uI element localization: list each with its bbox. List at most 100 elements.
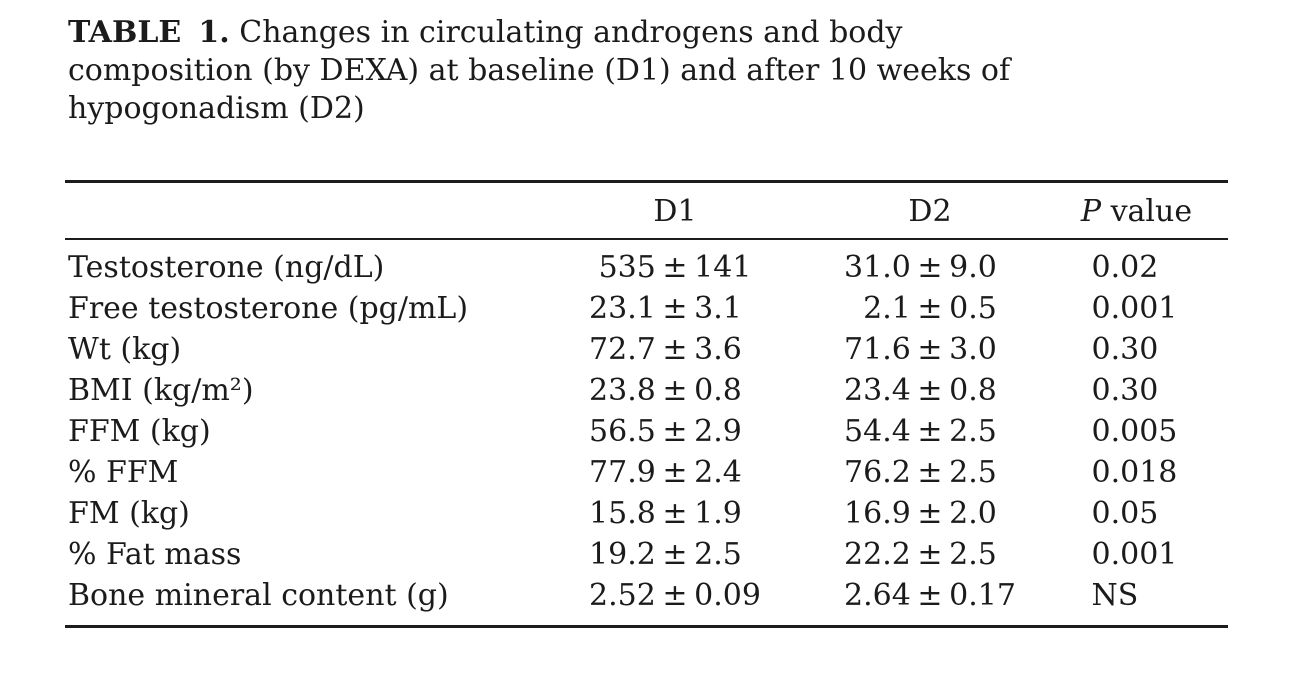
plus-minus-symbol: ± — [662, 291, 688, 326]
d1-mean: 72.7 — [589, 332, 656, 367]
d2-cell: 2.1 ±0.5 — [815, 288, 1045, 329]
p-value-word: value — [1101, 194, 1193, 229]
d1-mean: 15.8 — [589, 496, 656, 531]
d2-sd: 2.5 — [949, 414, 997, 449]
d2-mean: 71.6 — [844, 332, 911, 367]
d1-sd: 0.09 — [694, 578, 761, 613]
header-variable — [65, 181, 535, 240]
d1-sd: 2.4 — [694, 455, 742, 490]
header-row: D1 D2 P value — [65, 181, 1228, 240]
d1-cell: 77.9 ±2.4 — [535, 452, 815, 493]
d1-mean: 23.1 — [589, 291, 656, 326]
caption-line-1: TABLE 1. Changes in circulating androgens… — [68, 14, 1243, 52]
d1-cell: 72.7 ±3.6 — [535, 329, 815, 370]
p-value-cell: 0.05 — [1045, 493, 1228, 534]
plus-minus-symbol: ± — [662, 332, 688, 367]
plus-minus-symbol: ± — [917, 414, 943, 449]
p-value: 0.30 — [1091, 373, 1159, 408]
d1-cell: 23.8 ±0.8 — [535, 370, 815, 411]
table-row: % FFM 77.9 ±2.4 76.2 ±2.5 0.018 — [65, 452, 1228, 493]
table-row: % Fat mass 19.2 ±2.5 22.2 ±2.5 0.001 — [65, 534, 1228, 575]
table-row: BMI (kg/m²) 23.8 ±0.8 23.4 ±0.8 0.30 — [65, 370, 1228, 411]
p-value-cell: 0.005 — [1045, 411, 1228, 452]
d1-mean: 2.52 — [589, 578, 656, 613]
table-body: Testosterone (ng/dL) 535 ±141 31.0 ±9.0 0.… — [65, 239, 1228, 627]
d2-sd: 2.5 — [949, 455, 997, 490]
d1-sd: 3.6 — [694, 332, 742, 367]
plus-minus-symbol: ± — [917, 373, 943, 408]
table-row: Testosterone (ng/dL) 535 ±141 31.0 ±9.0 0.… — [65, 239, 1228, 288]
d1-sd: 2.9 — [694, 414, 742, 449]
plus-minus-symbol: ± — [917, 578, 943, 613]
plus-minus-symbol: ± — [917, 291, 943, 326]
header-d2: D2 — [815, 181, 1045, 240]
p-value-cell: 0.30 — [1045, 370, 1228, 411]
d2-sd: 9.0 — [949, 250, 997, 285]
d1-sd: 0.8 — [694, 373, 742, 408]
row-label: BMI (kg/m²) — [68, 373, 254, 408]
d1-mean: 19.2 — [589, 537, 656, 572]
p-symbol: P — [1080, 194, 1102, 229]
d1-mean: 23.8 — [589, 373, 656, 408]
p-value: 0.001 — [1091, 537, 1178, 572]
d2-sd: 3.0 — [949, 332, 997, 367]
p-value-cell: 0.001 — [1045, 534, 1228, 575]
d1-sd: 3.1 — [694, 291, 742, 326]
d2-mean: 23.4 — [844, 373, 911, 408]
d1-cell: 2.52 ±0.09 — [535, 575, 815, 627]
p-value: NS — [1091, 578, 1139, 613]
d1-cell: 23.1 ±3.1 — [535, 288, 815, 329]
plus-minus-symbol: ± — [662, 414, 688, 449]
table-header: D1 D2 P value — [65, 181, 1228, 240]
d2-cell: 23.4 ±0.8 — [815, 370, 1045, 411]
row-label: % FFM — [68, 455, 179, 490]
table-caption: TABLE 1. Changes in circulating androgens… — [68, 14, 1243, 128]
header-d1: D1 — [535, 181, 815, 240]
d2-mean: 2.1 — [863, 291, 911, 326]
plus-minus-symbol: ± — [917, 332, 943, 367]
d1-sd: 141 — [694, 250, 752, 285]
d2-sd: 0.8 — [949, 373, 997, 408]
p-value: 0.30 — [1091, 332, 1159, 367]
row-label: Testosterone (ng/dL) — [68, 250, 385, 285]
p-value-cell: 0.02 — [1045, 239, 1228, 288]
row-label: Wt (kg) — [68, 332, 182, 367]
p-value: 0.05 — [1091, 496, 1159, 531]
row-label: FFM (kg) — [68, 414, 211, 449]
d2-cell: 22.2 ±2.5 — [815, 534, 1045, 575]
table-row: FFM (kg) 56.5 ±2.9 54.4 ±2.5 0.005 — [65, 411, 1228, 452]
d2-sd: 0.17 — [949, 578, 1016, 613]
plus-minus-symbol: ± — [662, 455, 688, 490]
d2-sd: 0.5 — [949, 291, 997, 326]
row-label: FM (kg) — [68, 496, 190, 531]
d2-mean: 16.9 — [844, 496, 911, 531]
d1-sd: 1.9 — [694, 496, 742, 531]
d2-cell: 2.64 ±0.17 — [815, 575, 1045, 627]
d1-sd: 2.5 — [694, 537, 742, 572]
d2-cell: 71.6 ±3.0 — [815, 329, 1045, 370]
table-row: Bone mineral content (g) 2.52 ±0.09 2.64 ±… — [65, 575, 1228, 627]
caption-line-3: hypogonadism (D2) — [68, 91, 365, 126]
d2-mean: 31.0 — [844, 250, 911, 285]
table-number: TABLE 1. — [68, 15, 230, 50]
d1-cell: 535 ±141 — [535, 239, 815, 288]
plus-minus-symbol: ± — [662, 373, 688, 408]
d2-mean: 2.64 — [844, 578, 911, 613]
p-value-cell: 0.30 — [1045, 329, 1228, 370]
d2-mean: 54.4 — [844, 414, 911, 449]
d1-cell: 15.8 ±1.9 — [535, 493, 815, 534]
p-value: 0.001 — [1091, 291, 1178, 326]
header-p-value: P value — [1045, 181, 1228, 240]
results-table: D1 D2 P value Testosterone (ng/dL) 535 ±1… — [65, 180, 1228, 628]
d1-cell: 19.2 ±2.5 — [535, 534, 815, 575]
plus-minus-symbol: ± — [917, 537, 943, 572]
caption-line-2: composition (by DEXA) at baseline (D1) a… — [68, 53, 1011, 88]
d1-cell: 56.5 ±2.9 — [535, 411, 815, 452]
table-row: FM (kg) 15.8 ±1.9 16.9 ±2.0 0.05 — [65, 493, 1228, 534]
plus-minus-symbol: ± — [917, 250, 943, 285]
plus-minus-symbol: ± — [662, 578, 688, 613]
d1-mean: 535 — [598, 250, 656, 285]
row-label: Bone mineral content (g) — [68, 578, 449, 613]
p-value-cell: 0.018 — [1045, 452, 1228, 493]
